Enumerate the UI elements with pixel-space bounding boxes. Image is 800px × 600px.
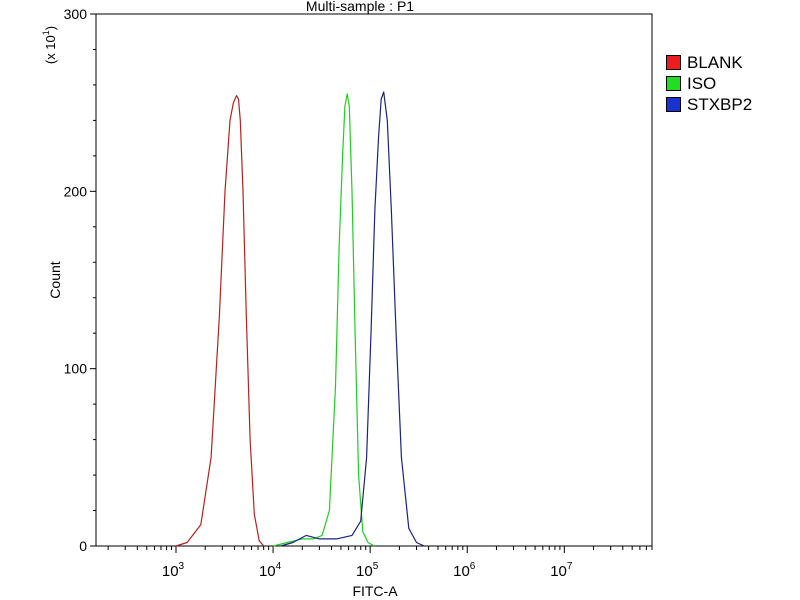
legend-item-iso: ISO: [666, 73, 752, 94]
legend-label: BLANK: [687, 52, 743, 72]
y-tick-label: 200: [64, 183, 88, 199]
legend-swatch: [666, 97, 681, 112]
legend-swatch: [666, 76, 681, 91]
y-multiplier-close: ): [43, 26, 58, 30]
legend: BLANK ISO STXBP2: [666, 52, 752, 115]
y-axis-label: Count: [47, 261, 63, 298]
y-axis: 0 100 200 300: [64, 6, 96, 554]
x-tick-label: 106: [453, 561, 476, 580]
legend-item-blank: BLANK: [666, 52, 752, 73]
y-multiplier-text: (x 10: [43, 35, 58, 64]
y-tick-label: 0: [79, 538, 87, 554]
x-axis: 103 104 105 106 107: [107, 546, 653, 580]
series-line-blank: [175, 94, 265, 547]
legend-label: STXBP2: [687, 94, 753, 114]
y-tick-label: 300: [64, 6, 88, 22]
series-line-iso: [272, 93, 375, 547]
y-multiplier-label: (x 101): [41, 26, 58, 64]
series-line-stxbp2: [280, 91, 425, 547]
legend-label: ISO: [687, 73, 717, 93]
x-tick-label: 103: [162, 561, 185, 580]
x-axis-label: FITC-A: [352, 583, 398, 599]
y-tick-label: 100: [64, 361, 88, 377]
x-tick-label: 105: [356, 561, 379, 580]
legend-item-stxbp2: STXBP2: [666, 94, 752, 115]
legend-swatch: [666, 55, 681, 70]
x-tick-label: 107: [550, 561, 573, 580]
series-lines: [175, 91, 425, 547]
x-tick-label: 104: [259, 561, 282, 580]
chart-title: Multi-sample : P1: [306, 0, 414, 14]
plot-area: [95, 13, 653, 547]
plot-frame: [95, 13, 653, 547]
y-multiplier-exponent: 1: [41, 30, 51, 35]
